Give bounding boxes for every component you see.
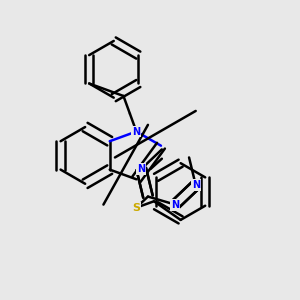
Text: N: N bbox=[192, 180, 200, 190]
Text: S: S bbox=[132, 203, 140, 213]
Text: N: N bbox=[132, 127, 140, 136]
Text: N: N bbox=[171, 200, 179, 210]
Text: N: N bbox=[137, 164, 146, 174]
